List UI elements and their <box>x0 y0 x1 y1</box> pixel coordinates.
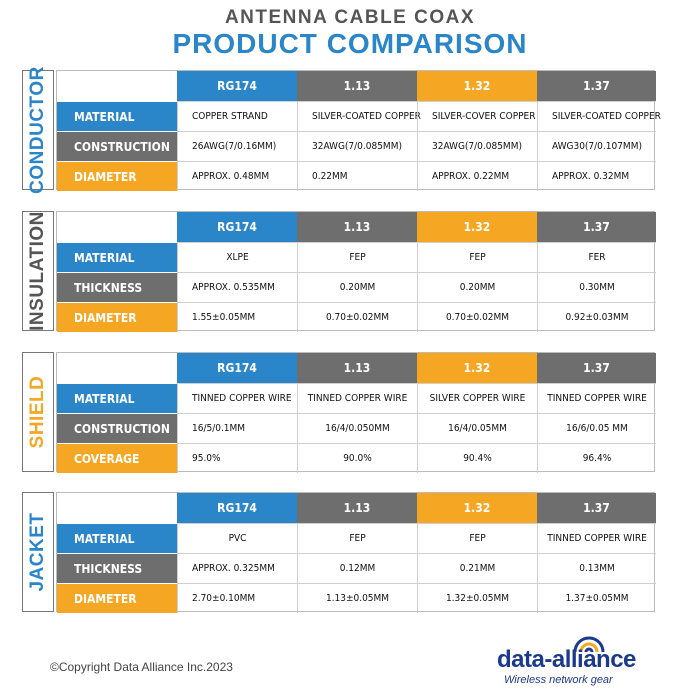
table-cell: FEP <box>297 242 417 272</box>
table-cell: FEP <box>297 523 417 553</box>
section-label-box: INSULATION <box>22 211 54 331</box>
row-label: DIAMETER <box>57 161 177 191</box>
table-cell: 96.4% <box>537 443 656 473</box>
column-header: RG174 <box>177 353 297 383</box>
table-cell: 2.70±0.10MM <box>177 583 297 613</box>
section-insulation: INSULATION RG174 1.13 1.32 1.37 MATERIAL XLPE F… <box>22 211 656 332</box>
table-cell: COPPER STRAND <box>177 101 297 131</box>
row-label: THICKNESS <box>57 553 177 583</box>
table-cell: TINNED COPPER WIRE <box>297 383 417 413</box>
table-cell: PVC <box>177 523 297 553</box>
table-cell: 95.0% <box>177 443 297 473</box>
column-header: 1.32 <box>417 71 537 101</box>
section-conductor: CONDUCTOR RG174 1.13 1.32 1.37 MATERIAL COPPER… <box>22 66 661 194</box>
table-cell: FER <box>537 242 656 272</box>
table-cell: 16/5/0.1MM <box>177 413 297 443</box>
row-label: COVERAGE <box>57 443 177 473</box>
section-label-box: SHIELD <box>22 352 54 472</box>
section-table: RG174 1.13 1.32 1.37 MATERIAL XLPE FEP FEP FER TH… <box>56 211 656 332</box>
row-label: MATERIAL <box>57 242 177 272</box>
column-header: 1.37 <box>537 71 656 101</box>
heading-antenna-cable-coax: ANTENNA CABLE COAX <box>224 7 476 28</box>
row-label: MATERIAL <box>57 523 177 553</box>
column-header: 1.32 <box>417 493 537 523</box>
table-cell: 0.21MM <box>417 553 537 583</box>
table-cell: APPROX. 0.48MM <box>177 161 297 191</box>
table-cell: 0.20MM <box>297 272 417 302</box>
row-label: MATERIAL <box>57 101 177 131</box>
column-header: 1.13 <box>297 493 417 523</box>
column-header: 1.13 <box>297 353 417 383</box>
column-header: 1.13 <box>297 71 417 101</box>
table-cell: XLPE <box>177 242 297 272</box>
row-label: DIAMETER <box>57 583 177 613</box>
row-label: THICKNESS <box>57 272 177 302</box>
table-cell: APPROX. 0.32MM <box>537 161 656 191</box>
table-cell: 32AWG(7/0.085MM) <box>417 131 537 161</box>
column-header: 1.37 <box>537 212 656 242</box>
section-table: RG174 1.13 1.32 1.37 MATERIAL COPPER STRAND SI… <box>56 70 661 191</box>
column-header: 1.13 <box>297 212 417 242</box>
section-label: JACKET <box>27 512 48 592</box>
section-table: RG174 1.13 1.32 1.37 MATERIAL TINNED COPPER W… <box>56 352 656 473</box>
copyright-text: ©Copyright Data Alliance Inc.2023 <box>50 660 233 674</box>
table-cell: 0.20MM <box>417 272 537 302</box>
logo-tagline: Wireless network gear <box>504 674 613 686</box>
column-header: RG174 <box>177 493 297 523</box>
section-label-box: CONDUCTOR <box>22 66 54 194</box>
table-cell: APPROX. 0.325MM <box>177 553 297 583</box>
table-cell: 16/6/0.05 MM <box>537 413 656 443</box>
row-label: CONSTRUCTION <box>57 413 177 443</box>
row-label: CONSTRUCTION <box>57 131 177 161</box>
table-cell: 0.30MM <box>537 272 656 302</box>
table-cell: SILVER-COATED COPPER <box>297 101 421 131</box>
table-cell: 0.70±0.02MM <box>417 302 537 332</box>
table-cell: 0.12MM <box>297 553 417 583</box>
table-cell: FEP <box>417 242 537 272</box>
column-header: 1.32 <box>417 353 537 383</box>
wireless-arcs-icon <box>573 636 605 653</box>
column-header: 1.37 <box>537 493 656 523</box>
section-label: INSULATION <box>27 211 48 331</box>
table-cell: 0.70±0.02MM <box>297 302 417 332</box>
section-jacket: JACKET RG174 1.13 1.32 1.37 MATERIAL PVC FEP FEP… <box>22 492 656 613</box>
table-cell: 90.4% <box>417 443 537 473</box>
column-header: 1.37 <box>537 353 656 383</box>
table-cell: 1.13±0.05MM <box>297 583 417 613</box>
column-header: 1.32 <box>417 212 537 242</box>
logo-wordmark: data-alliance <box>497 646 636 673</box>
table-cell: 90.0% <box>297 443 417 473</box>
data-alliance-logo: data-alliance Wireless network gear <box>497 628 657 688</box>
table-cell: AWG30(7/0.107MM) <box>537 131 656 161</box>
heading-product-comparison: PRODUCT COMPARISON <box>172 28 528 59</box>
table-cell: APPROX. 0.535MM <box>177 272 297 302</box>
table-cell: SILVER-COATED COPPER <box>537 101 661 131</box>
table-cell: APPROX. 0.22MM <box>417 161 537 191</box>
section-shield: SHIELD RG174 1.13 1.32 1.37 MATERIAL TINNED CO… <box>22 352 656 473</box>
table-cell: SILVER-COVER COPPER <box>417 101 537 131</box>
row-label: DIAMETER <box>57 302 177 332</box>
table-cell: 0.92±0.03MM <box>537 302 656 332</box>
column-header: RG174 <box>177 71 297 101</box>
table-cell: 16/4/0.05MM <box>417 413 537 443</box>
table-cell: SILVER COPPER WIRE <box>417 383 537 413</box>
table-cell: TINNED COPPER WIRE <box>537 523 656 553</box>
table-cell: 0.22MM <box>297 161 417 191</box>
table-cell: 1.37±0.05MM <box>537 583 656 613</box>
table-cell: FEP <box>417 523 537 553</box>
table-cell: TINNED COPPER WIRE <box>537 383 656 413</box>
table-cell: TINNED COPPER WIRE <box>177 383 297 413</box>
table-cell: 26AWG(7/0.16MM) <box>177 131 297 161</box>
section-table: RG174 1.13 1.32 1.37 MATERIAL PVC FEP FEP TINNED… <box>56 492 656 613</box>
table-cell: 16/4/0.050MM <box>297 413 417 443</box>
column-header: RG174 <box>177 212 297 242</box>
table-cell: 32AWG(7/0.085MM) <box>297 131 417 161</box>
section-label: SHIELD <box>27 375 48 449</box>
row-label: MATERIAL <box>57 383 177 413</box>
table-cell: 0.13MM <box>537 553 656 583</box>
section-label: CONDUCTOR <box>27 66 48 194</box>
section-label-box: JACKET <box>22 492 54 612</box>
table-cell: 1.32±0.05MM <box>417 583 537 613</box>
table-cell: 1.55±0.05MM <box>177 302 297 332</box>
